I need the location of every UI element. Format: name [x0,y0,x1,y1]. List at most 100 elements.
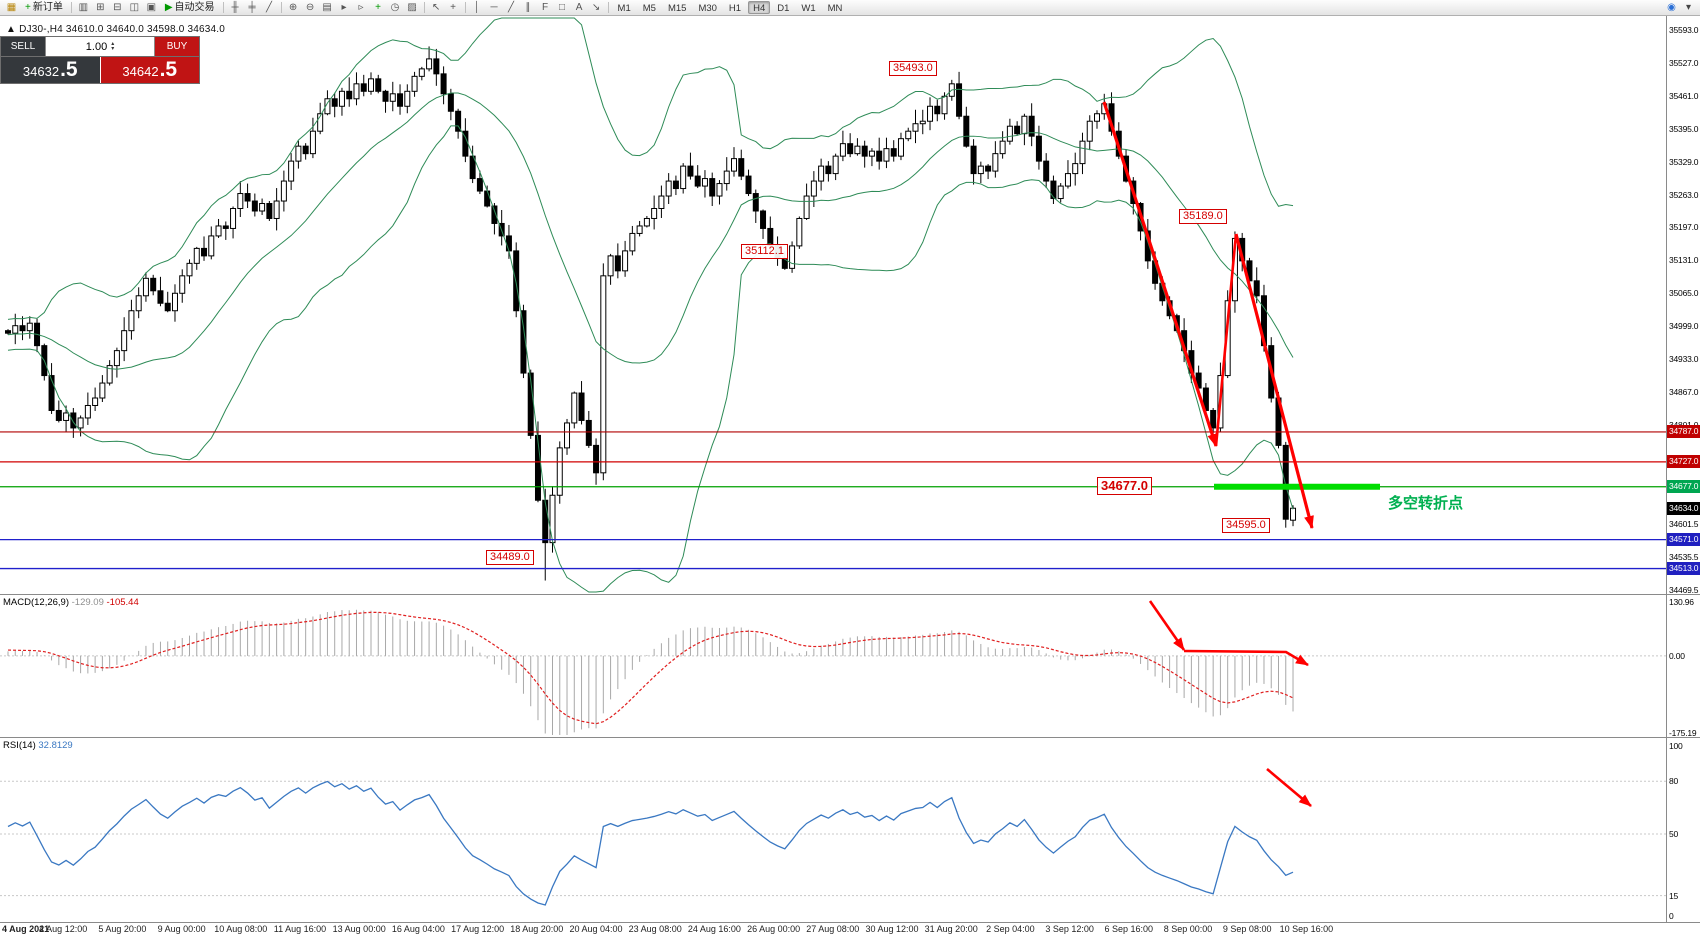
timeframe-m5[interactable]: M5 [642,3,656,14]
chart-shift-icon: ▹ [358,1,364,13]
one-click-trading-panel: SELL 1.00 ▴ ▾ BUY 34632 .5 34642 .5 [0,36,200,84]
trend-arrow-main[interactable] [1214,233,1238,447]
indicators-icon: + [375,1,381,13]
time-axis[interactable]: 4 Aug 2021 4 Aug 12:00 5 Aug 20:00 9 Aug 00… [0,924,1700,937]
volume-input[interactable]: 1.00 ▴ ▾ [45,37,155,56]
sell-price-button[interactable]: 34632 .5 [1,57,100,83]
horizontal-line-icon[interactable]: ─ [487,1,502,15]
price-scale-label: 35461.0 [1669,90,1699,101]
rsi-scale-label: 0 [1669,911,1674,921]
rsi-indicator [7,780,1294,906]
toolbar-separator [464,2,466,13]
time-axis-label: 10 Aug 08:00 [214,924,268,934]
profiles-icon[interactable]: ▥ [76,1,91,15]
price-tag: 34513.0 [1667,562,1700,576]
timeframe-w1[interactable]: W1 [801,3,816,14]
price-annotation[interactable]: 34595.0 [1222,517,1270,533]
candlestick-chart-icon: ╪ [248,1,256,13]
timeframe-m30[interactable]: M30 [698,3,717,14]
trendline-icon[interactable]: ╱ [504,1,519,15]
macd-label-text: MACD(12,26,9) [3,597,69,608]
time-axis-label: 30 Aug 12:00 [865,924,919,934]
auto-scroll-icon[interactable]: ▸ [337,1,352,15]
chart-window-icon[interactable]: ▦ [4,1,19,15]
volume-value[interactable]: 1.00 [85,40,108,53]
rsi-indicator-label: RSI(14) 32.8129 [3,740,73,751]
trend-arrow-main[interactable] [1102,101,1218,447]
vertical-line-icon[interactable]: │ [470,1,485,15]
channel-icon[interactable]: ∥ [521,1,536,15]
indicators-icon[interactable]: + [371,1,386,15]
terminal-icon[interactable]: ▣ [144,1,159,15]
price-scale-label: 34535.5 [1669,552,1699,563]
note-label[interactable]: 多空转折点 [1388,495,1464,513]
time-axis-label: 9 Sep 08:00 [1222,924,1272,934]
macd-scale-label: 130.96 [1669,597,1694,607]
trend-arrow-main[interactable] [1234,233,1314,529]
toolbar-separator [607,2,609,13]
zoom-out-icon[interactable]: ⊖ [303,1,318,15]
text-icon: A [575,1,583,13]
timeframe-mn[interactable]: MN [827,3,843,14]
shapes-icon[interactable]: □ [555,1,570,15]
trend-arrow-rsi[interactable] [1266,768,1312,807]
candlestick-chart-icon[interactable]: ╪ [245,1,260,15]
time-axis-label: 16 Aug 04:00 [391,924,445,934]
rsi-value: 32.8129 [38,740,73,751]
fibonacci-icon[interactable]: F [538,1,553,15]
sell-button[interactable]: SELL [1,37,45,56]
timeframe-m1[interactable]: M1 [617,3,631,14]
price-annotation[interactable]: 35112.1 [741,243,788,259]
line-chart-icon[interactable]: ╱ [262,1,277,15]
price-annotation[interactable]: 35189.0 [1179,209,1227,225]
trendline-icon: ╱ [508,1,515,13]
timeframe-m15[interactable]: M15 [667,3,687,14]
time-axis-label: 5 Aug 20:00 [98,924,147,934]
autotrading-icon: ▶ [164,1,173,13]
cursor-icon[interactable]: ↖ [429,1,444,15]
price-scale-label: 34469.5 [1669,585,1699,596]
templates-icon[interactable]: ▨ [405,1,420,15]
timeframe-d1[interactable]: D1 [777,3,790,14]
zoom-in-icon[interactable]: ⊕ [286,1,301,15]
macd-main-value: -129.09 [71,597,104,608]
price-scale-label: 35395.0 [1669,123,1699,134]
crosshair-icon: + [450,1,456,13]
market-watch-icon[interactable]: ⊞ [93,1,108,15]
new-order-button[interactable]: + 新订单 [21,1,67,15]
price-scale-label: 34999.0 [1669,321,1699,332]
chart-dropdown-icon[interactable]: ▾ [1685,1,1692,13]
bollinger-bands [7,17,1294,593]
rsi-scale-label: 15 [1669,890,1679,901]
templates-icon: ▨ [407,1,417,13]
bar-chart-icon[interactable]: ╫ [228,1,243,15]
volume-decrease-button[interactable]: ▾ [111,45,115,52]
text-icon[interactable]: A [572,1,587,15]
arrow-styles-icon[interactable]: ↘ [589,1,604,15]
crosshair-icon[interactable]: + [446,1,461,15]
navigator-icon[interactable]: ◫ [127,1,142,15]
price-annotation[interactable]: 34677.0 [1097,476,1152,495]
zoom-out-icon: ⊖ [305,1,315,13]
autotrading-button[interactable]: ▶ 自动交易 [161,1,219,15]
trend-arrow-macd[interactable] [1148,600,1186,651]
timeframe-h1[interactable]: H1 [728,3,742,14]
buy-button[interactable]: BUY [155,37,199,56]
price-scale[interactable]: 35593.0 35527.0 35461.0 35395.0 35329.0 35263… [1667,16,1700,922]
periods-icon[interactable]: ◷ [388,1,403,15]
price-scale-label: 35065.0 [1669,288,1699,299]
buy-price-button[interactable]: 34642 .5 [99,57,199,83]
price-annotation[interactable]: 35493.0 [889,60,937,76]
channel-icon: ∥ [525,1,531,13]
alerts-icon[interactable]: ◉ [1667,1,1676,13]
line-chart-icon: ╱ [266,1,273,13]
timeframe-h4[interactable]: H4 [748,1,771,14]
data-window-icon[interactable]: ⊟ [110,1,125,15]
price-annotation[interactable]: 34489.0 [486,549,534,565]
chart-shift-icon[interactable]: ▹ [354,1,369,15]
trend-arrow-macd[interactable] [1183,649,1309,667]
time-axis-label: 9 Aug 00:00 [157,924,206,934]
tile-windows-icon[interactable]: ▤ [320,1,335,15]
